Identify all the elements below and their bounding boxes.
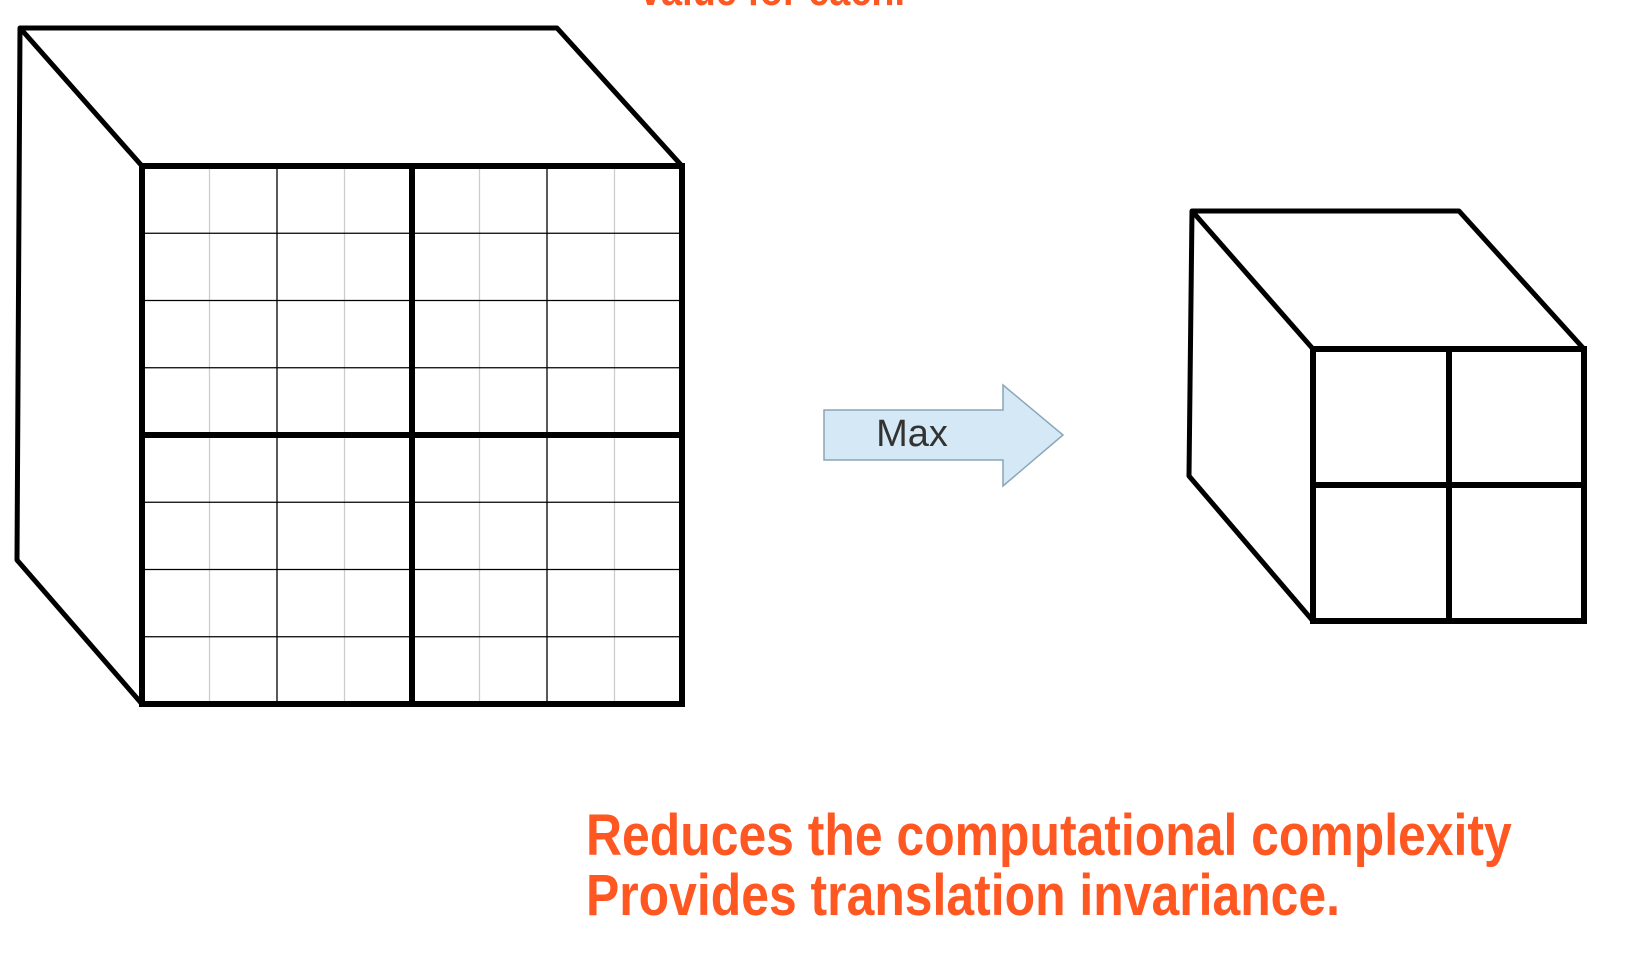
output-cube-top-face xyxy=(1189,208,1586,351)
note-line-1: Reduces the computational complexity xyxy=(586,803,1512,868)
input-cube-left-face xyxy=(14,27,144,706)
max-arrow xyxy=(823,383,1065,488)
max-arrow-label: Max xyxy=(876,413,948,455)
input-cube-top-face xyxy=(17,25,684,168)
note-line-2: Provides translation invariance. xyxy=(586,863,1341,928)
output-cube-left-face xyxy=(1186,210,1315,623)
output-cube xyxy=(1186,208,1587,624)
max-arrow-shape xyxy=(823,383,1065,488)
header-text: value for each. xyxy=(640,0,905,16)
notes-block: Reduces the computational complexity Pro… xyxy=(586,806,1512,926)
input-cube xyxy=(14,25,685,707)
